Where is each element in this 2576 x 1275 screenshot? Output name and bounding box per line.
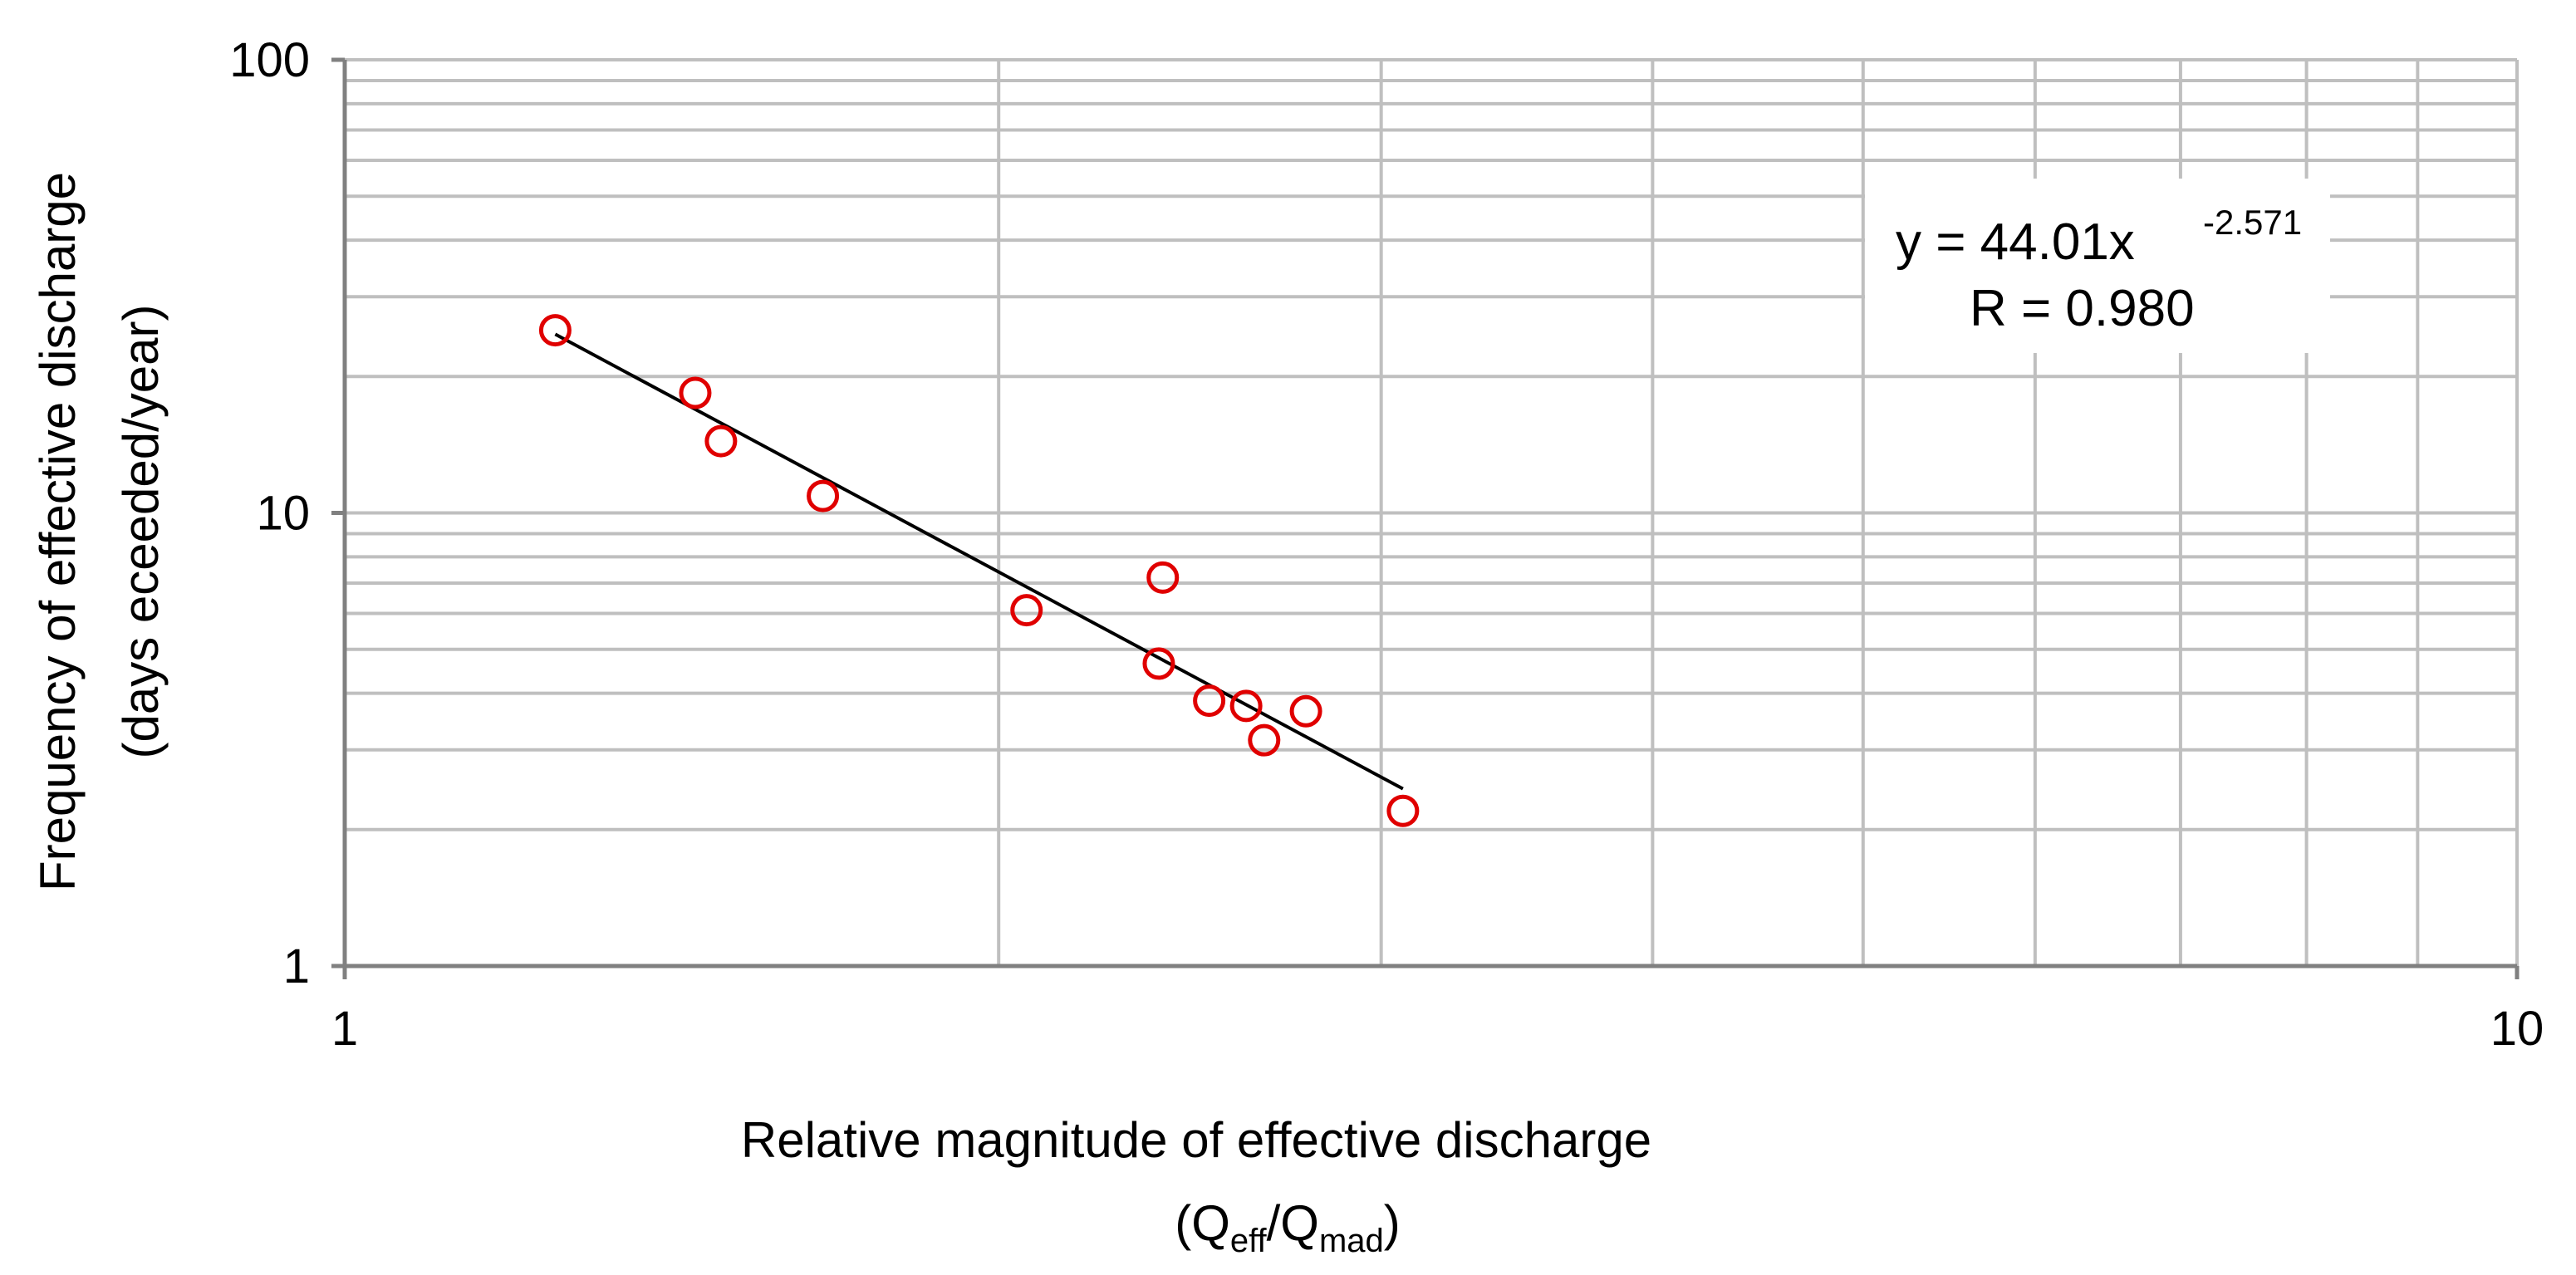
data-point xyxy=(1229,689,1263,723)
data-point xyxy=(679,376,712,409)
tick-labels: 1 10 100 1 10 xyxy=(229,33,2544,1056)
x-axis-label-line1: Relative magnitude of effective discharg… xyxy=(741,1112,1651,1168)
data-points xyxy=(538,314,1420,827)
y-tick-label: 1 xyxy=(283,939,310,993)
y-tick-label: 10 xyxy=(256,487,310,541)
data-point xyxy=(538,314,572,347)
data-point xyxy=(807,479,840,512)
equation-exponent: -2.571 xyxy=(2203,203,2302,242)
equation-box: y = 44.01x -2.571 R = 0.980 xyxy=(1865,179,2330,353)
r-value-text: R = 0.980 xyxy=(1970,280,2195,337)
y-axis-label-line1: Frequency of effective discharge xyxy=(30,172,86,891)
data-point xyxy=(1193,684,1226,718)
data-point xyxy=(1386,794,1420,827)
data-point xyxy=(704,424,738,458)
y-tick-label: 100 xyxy=(229,33,310,87)
data-point xyxy=(1248,723,1281,757)
x-tick-label: 10 xyxy=(2490,1002,2544,1056)
x-tick-label: 1 xyxy=(331,1002,358,1056)
y-axis-label-line2: (days eceeded/year) xyxy=(113,305,169,759)
x-axis-label-line2: (Qeff/Qmad) xyxy=(1175,1195,1401,1259)
data-point xyxy=(1142,647,1175,680)
data-point xyxy=(1146,561,1180,594)
data-point xyxy=(1289,694,1322,728)
trendline-group xyxy=(554,332,1404,791)
trendline xyxy=(554,332,1404,791)
svg-text:y = 44.01x: y = 44.01x xyxy=(1896,213,2135,271)
equation-box-background xyxy=(1865,179,2330,353)
equation-text: y = 44.01x xyxy=(1896,213,2135,271)
data-point xyxy=(1010,594,1043,627)
axes xyxy=(331,57,2520,979)
